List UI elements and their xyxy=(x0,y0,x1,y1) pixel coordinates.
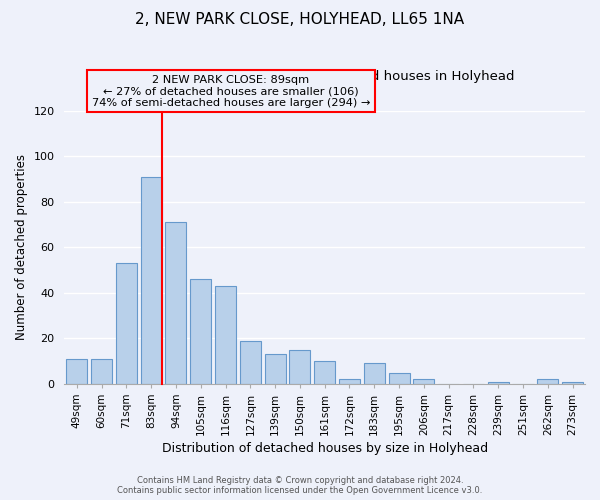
Bar xyxy=(240,340,261,384)
Text: 2, NEW PARK CLOSE, HOLYHEAD, LL65 1NA: 2, NEW PARK CLOSE, HOLYHEAD, LL65 1NA xyxy=(136,12,464,28)
Bar xyxy=(289,350,310,384)
Bar xyxy=(537,380,559,384)
Bar xyxy=(339,380,360,384)
Bar xyxy=(364,364,385,384)
Bar xyxy=(140,176,162,384)
Text: 2 NEW PARK CLOSE: 89sqm
← 27% of detached houses are smaller (106)
74% of semi-d: 2 NEW PARK CLOSE: 89sqm ← 27% of detache… xyxy=(92,74,370,108)
Bar xyxy=(488,382,509,384)
Bar xyxy=(265,354,286,384)
Bar xyxy=(215,286,236,384)
Bar xyxy=(116,263,137,384)
Y-axis label: Number of detached properties: Number of detached properties xyxy=(15,154,28,340)
Bar xyxy=(413,380,434,384)
Bar xyxy=(91,359,112,384)
Bar xyxy=(389,372,410,384)
Bar xyxy=(314,361,335,384)
Bar xyxy=(66,359,88,384)
Bar xyxy=(562,382,583,384)
Bar xyxy=(166,222,187,384)
Title: Size of property relative to detached houses in Holyhead: Size of property relative to detached ho… xyxy=(134,70,515,83)
X-axis label: Distribution of detached houses by size in Holyhead: Distribution of detached houses by size … xyxy=(161,442,488,455)
Bar xyxy=(190,279,211,384)
Text: Contains HM Land Registry data © Crown copyright and database right 2024.
Contai: Contains HM Land Registry data © Crown c… xyxy=(118,476,482,495)
